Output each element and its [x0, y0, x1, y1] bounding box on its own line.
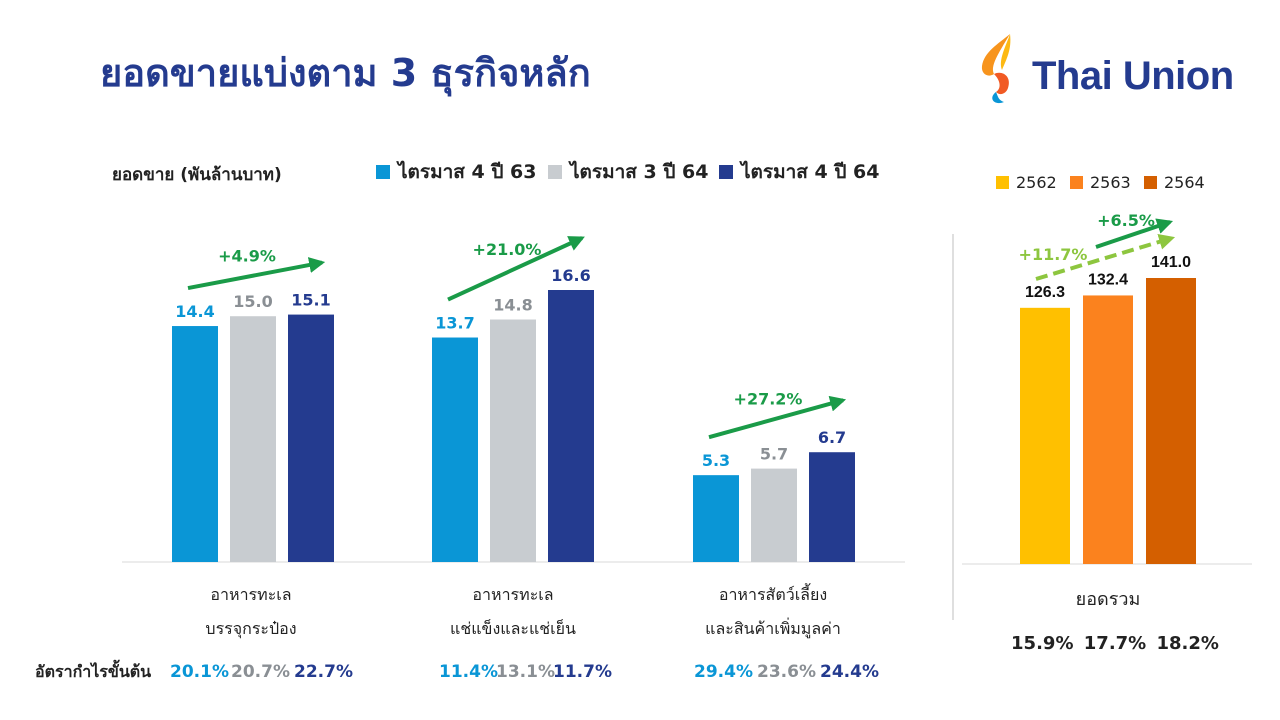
category-label-petcare: อาหารสัตว์เลี้ยงและสินค้าเพิ่มมูลค่า — [663, 578, 883, 646]
category-label-line: บรรจุกระป๋อง — [205, 619, 297, 638]
growth-label: +4.9% — [218, 246, 276, 265]
logo-text: Thai Union — [1032, 54, 1234, 98]
growth-arrow — [187, 257, 326, 291]
legend-item-q3-64: ไตรมาส 3 ปี 64 — [548, 160, 708, 184]
legend-swatch — [376, 165, 390, 179]
y-axis-label: ยอดขาย (พันล้านบาท) — [112, 165, 282, 185]
thai-union-logo: Thai Union — [976, 30, 1246, 110]
category-label-frozen-seafood: อาหารทะเลแช่แข็งและแช่เย็น — [403, 578, 623, 646]
growth-label: +6.5% — [1097, 211, 1155, 230]
margin-value: 11.7% — [553, 662, 612, 682]
legend-item-q4-64: ไตรมาส 4 ปี 64 — [719, 160, 879, 184]
total-margin-value: 17.7% — [1083, 633, 1147, 654]
growth-arrow-dashed — [1035, 234, 1176, 281]
legend-item-q4-63: ไตรมาส 4 ปี 63 — [376, 160, 536, 184]
legend-swatch — [548, 165, 562, 179]
data-label: 126.3 — [1025, 284, 1065, 301]
bar — [1083, 295, 1133, 564]
bar — [1020, 307, 1070, 564]
data-label: 13.7 — [435, 314, 474, 333]
legend-label: ไตรมาส 4 ปี 64 — [741, 161, 880, 183]
flame-logo-icon — [981, 34, 1011, 104]
data-label: 141.0 — [1151, 254, 1191, 271]
growth-label: +27.2% — [734, 390, 803, 409]
margin-value: 29.4% — [694, 662, 753, 682]
legend-swatch — [1144, 175, 1157, 189]
data-label: 15.1 — [291, 291, 330, 310]
bar — [172, 326, 218, 562]
growth-arrow — [1095, 218, 1174, 249]
legend-item-2563: 2563 — [1070, 172, 1131, 192]
data-label: 16.6 — [551, 266, 590, 285]
bar — [490, 319, 536, 562]
category-label-line: แช่แข็งและแช่เย็น — [450, 619, 576, 638]
category-label-line: อาหารสัตว์เลี้ยง — [718, 585, 828, 604]
category-label-canned-seafood: อาหารทะเลบรรจุกระป๋อง — [141, 578, 361, 646]
bar — [751, 468, 797, 562]
legend-label: 2563 — [1090, 172, 1131, 192]
legend-label: ไตรมาส 4 ปี 63 — [398, 161, 537, 183]
data-label: 14.4 — [175, 302, 214, 321]
bar — [230, 316, 276, 562]
legend-swatch — [719, 165, 733, 179]
data-label: 6.7 — [818, 428, 846, 447]
legend-item-2562: 2562 — [996, 172, 1057, 192]
bars-segment-group: 14.4 15.0 15.1 13.7 14.8 16.6 5.3 5.7 6.7 — [172, 266, 855, 562]
growth-label: +11.7% — [1019, 245, 1088, 264]
legend-label: 2564 — [1164, 172, 1205, 192]
bar — [548, 290, 594, 562]
bars-total-group: 126.3 132.4 141.0 — [1020, 254, 1196, 564]
legend-label: 2562 — [1016, 172, 1057, 192]
data-label: 15.0 — [233, 292, 272, 311]
margin-value: 11.4% — [439, 662, 498, 682]
total-category-label: ยอดรวม — [1075, 589, 1141, 610]
legend-swatch — [1070, 175, 1083, 189]
bar — [288, 314, 334, 562]
total-gross-margins: 15.9% 17.7% 18.2% — [980, 633, 1250, 654]
margin-value: 23.6% — [757, 662, 816, 682]
margin-value: 20.1% — [170, 662, 229, 682]
gross-margin-label: อัตรากำไรขั้นต้น — [35, 662, 152, 681]
total-margin-value: 18.2% — [1156, 633, 1219, 654]
margin-value: 13.1% — [496, 662, 555, 682]
category-label-line: อาหารทะเล — [210, 585, 292, 604]
bar — [809, 452, 855, 562]
data-label: 14.8 — [493, 295, 532, 314]
bar — [432, 337, 478, 562]
total-margin-value: 15.9% — [1011, 633, 1074, 654]
page-title: ยอดขายแบ่งตาม 3 ธุรกิจหลัก — [100, 51, 591, 95]
bar — [1146, 278, 1196, 564]
legend-item-2564: 2564 — [1144, 172, 1205, 192]
data-label: 5.7 — [760, 445, 788, 464]
growth-arrows: +4.9% +21.0% +27.2% +6.5% +11.7% — [187, 211, 1176, 440]
margin-value: 24.4% — [820, 662, 879, 682]
margin-value: 20.7% — [231, 662, 290, 682]
legend-label: ไตรมาส 3 ปี 64 — [570, 161, 709, 183]
category-label-line: และสินค้าเพิ่มมูลค่า — [705, 619, 841, 638]
growth-label: +21.0% — [473, 240, 542, 259]
growth-arrow — [447, 236, 585, 302]
category-label-line: อาหารทะเล — [472, 585, 554, 604]
legend-swatch — [996, 175, 1009, 189]
margin-value: 22.7% — [294, 662, 353, 682]
data-label: 5.3 — [702, 451, 730, 470]
bar — [693, 475, 739, 562]
growth-arrow — [708, 395, 847, 440]
data-label: 132.4 — [1088, 271, 1128, 288]
